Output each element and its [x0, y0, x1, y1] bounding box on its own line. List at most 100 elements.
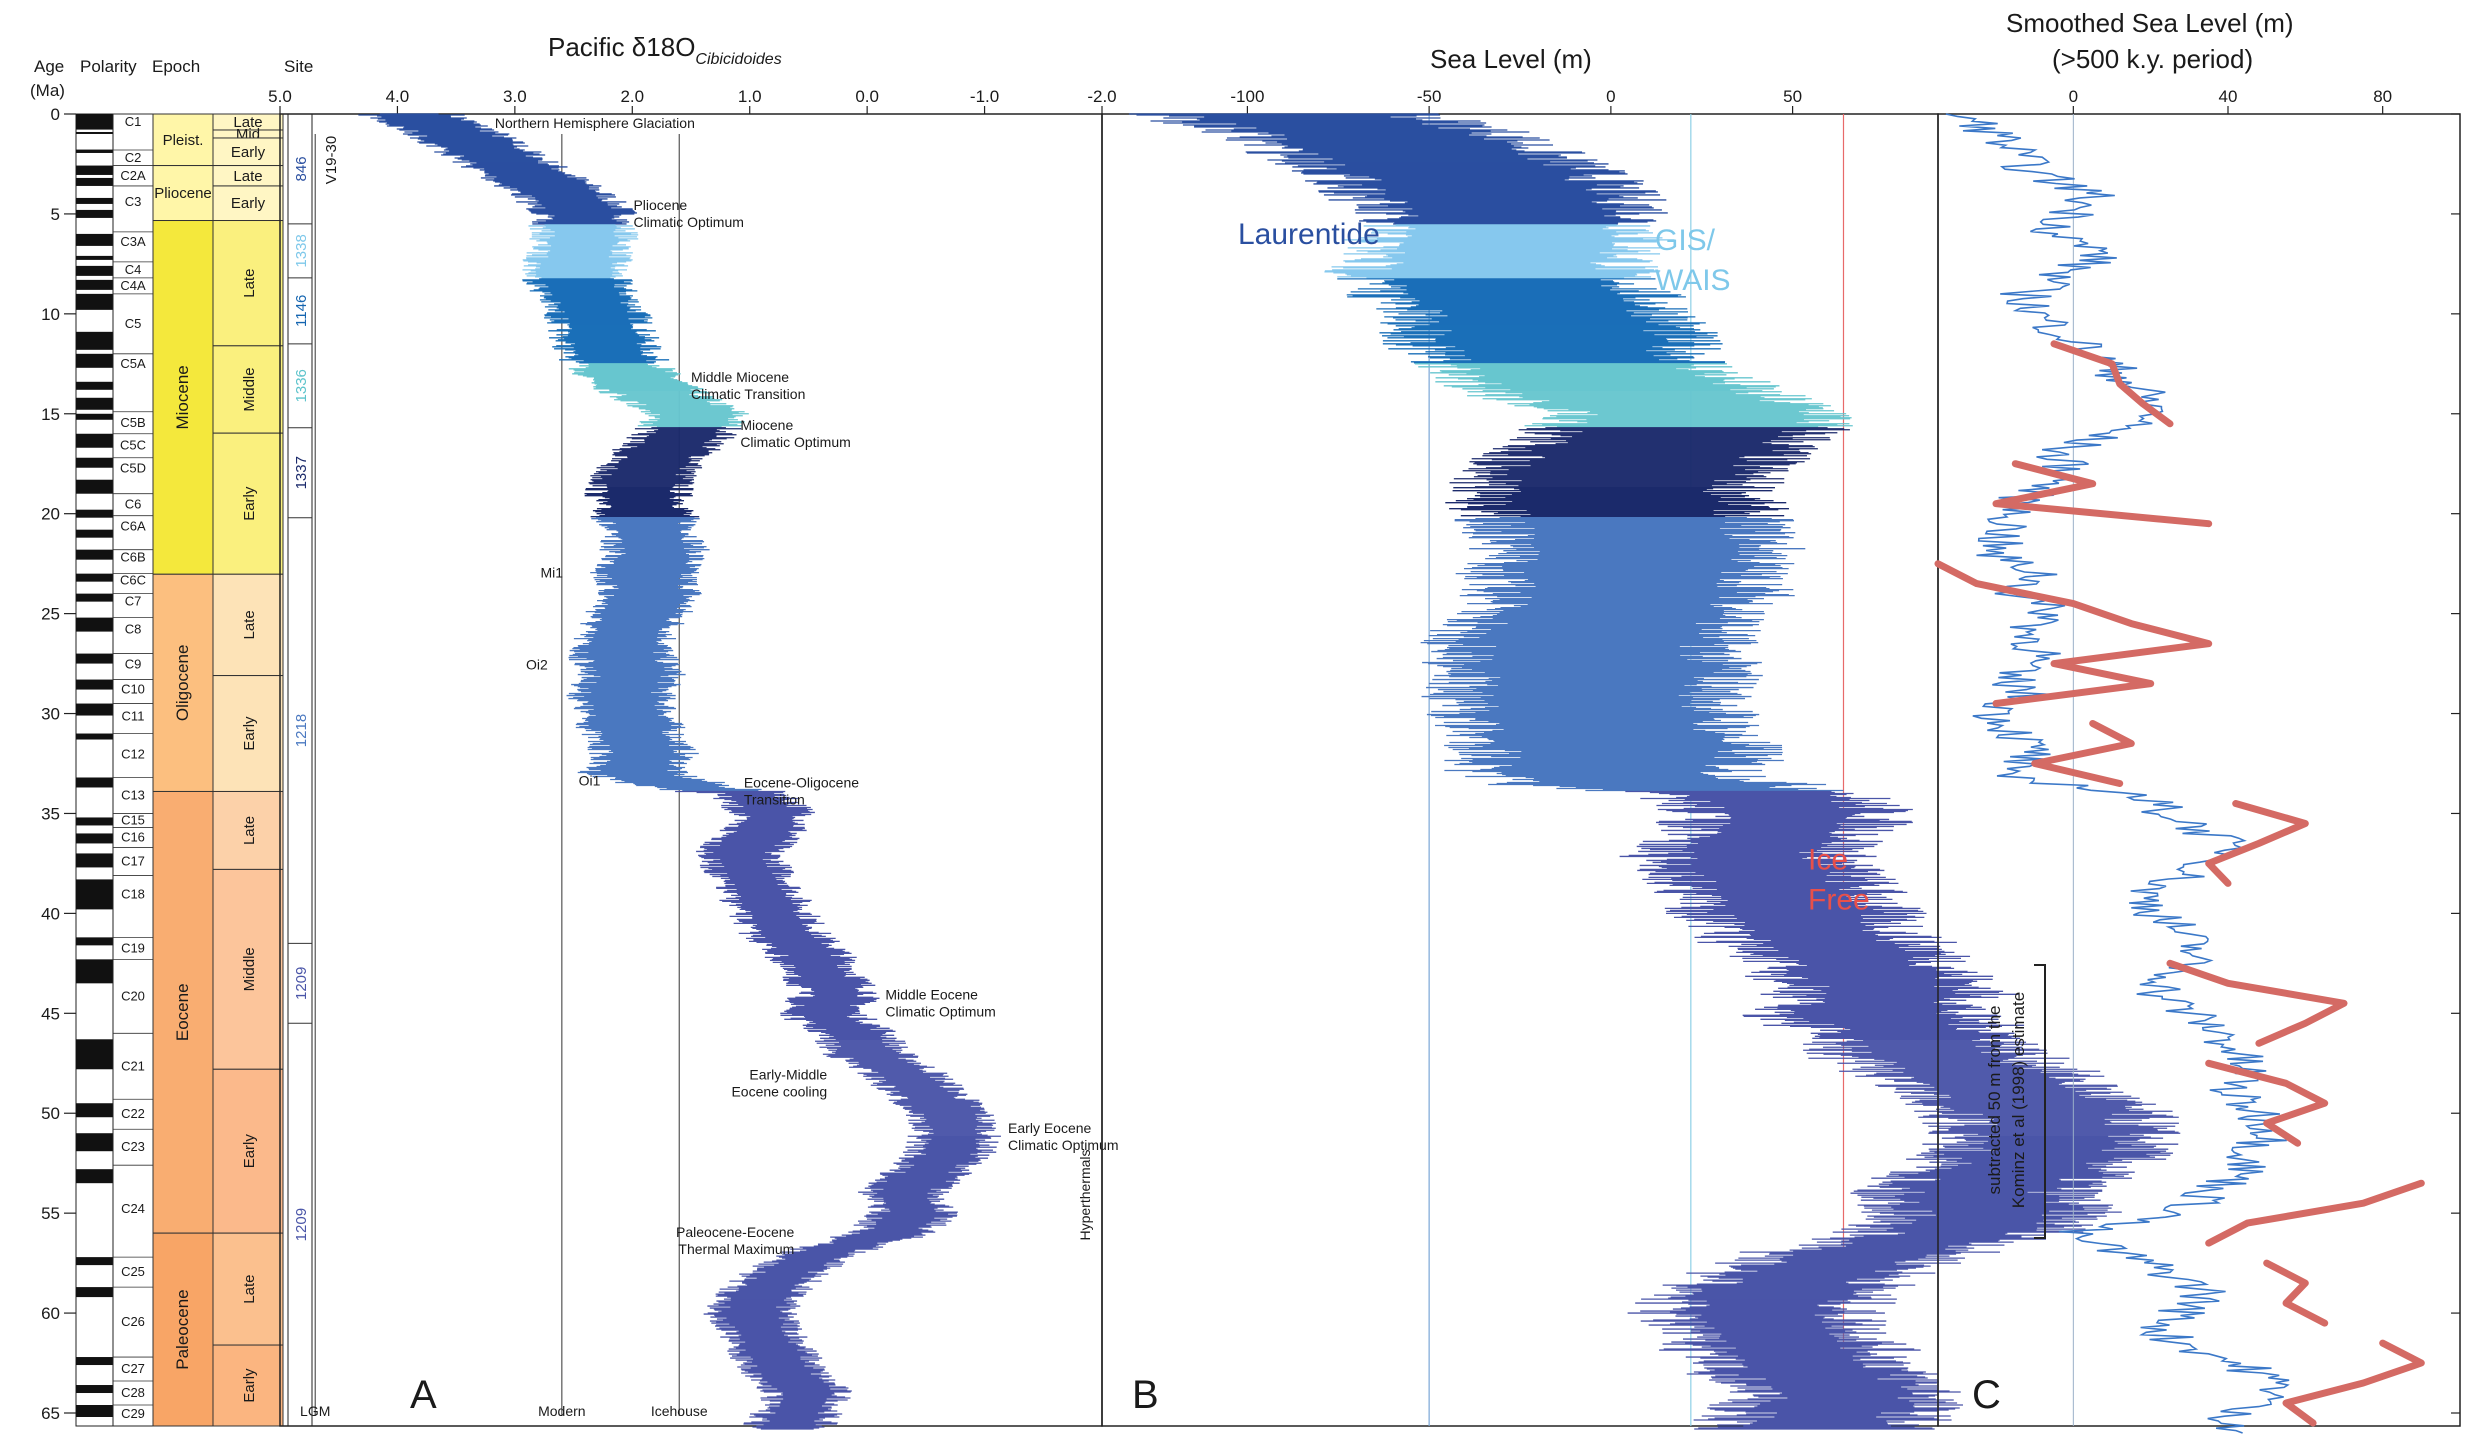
chron-label: C6A — [120, 519, 146, 534]
panel-c-kominz-segment-6 — [2205, 1059, 2329, 1147]
panel-a-reference-label: LGM — [300, 1403, 330, 1419]
panel-a-reference-label: Icehouse — [651, 1403, 708, 1419]
panel-c-kominz-segment-2 — [1934, 560, 2213, 707]
polarity-normal-band-21 — [76, 529, 113, 538]
panel-c-kominz-segment-9 — [2282, 1339, 2425, 1427]
epoch-label: Paleocene — [173, 1289, 192, 1369]
polarity-normal-band-19 — [76, 479, 113, 494]
chron-label: C23 — [121, 1139, 145, 1154]
age-tick-label: 10 — [41, 305, 60, 324]
panel-a-annotation-line2: Climatic Optimum — [1008, 1137, 1118, 1153]
panel-b-x-tick-label: 50 — [1783, 87, 1802, 106]
chron-label: C2 — [125, 150, 142, 165]
subepoch-band-8 — [212, 573, 284, 677]
panel-a-annotation: Northern Hemisphere Glaciation — [495, 115, 695, 131]
polarity-normal-band-33 — [76, 853, 113, 868]
panel-a-title-sub: Cibicidoides — [695, 51, 781, 68]
panel-b-label-line2: Free — [1808, 883, 1870, 916]
subepoch-band-14 — [212, 1344, 284, 1427]
chron-label: C3A — [120, 234, 146, 249]
polarity-normal-band-36 — [76, 959, 113, 984]
chron-label: C5D — [120, 461, 146, 476]
polarity-normal-band-29 — [76, 733, 113, 740]
polarity-column — [75, 113, 114, 1427]
polarity-normal-band-4 — [76, 177, 113, 186]
chron-label: C7 — [125, 594, 142, 609]
epoch-band-5 — [152, 1232, 214, 1427]
polarity-normal-band-44 — [76, 1385, 113, 1394]
panel-a-annotation-line2: Climatic Optimum — [633, 214, 743, 230]
polarity-normal-band-9 — [76, 265, 113, 276]
age-tick-label: 0 — [51, 105, 60, 124]
panel-c-frame — [1937, 113, 2461, 1427]
age-tick-label: 40 — [41, 904, 60, 923]
polarity-normal-band-34 — [76, 879, 113, 910]
subepoch-band-7 — [212, 432, 284, 575]
chron-label: C28 — [121, 1385, 145, 1400]
polarity-normal-band-42 — [76, 1287, 113, 1298]
panel-a-x-tick-label: 4.0 — [386, 87, 410, 106]
panel-c-kominz-segment-1 — [1992, 460, 2213, 528]
panel-a-annotation: Early-Middle — [749, 1066, 827, 1082]
subepoch-label: Late — [241, 1274, 258, 1303]
panel-a-annotation: Pliocene — [633, 197, 687, 213]
epoch-band-2 — [152, 220, 214, 575]
panel-c-kominz-segment-5 — [2166, 959, 2348, 1047]
chron-label: C11 — [122, 709, 145, 724]
chron-label: C19 — [121, 940, 145, 955]
chron-label: C9 — [125, 657, 142, 672]
polarity-normal-band-0 — [76, 114, 113, 130]
epoch-label: Pliocene — [154, 185, 212, 202]
subepoch-label: Early — [231, 144, 266, 161]
panel-a-x-tick-label: 2.0 — [620, 87, 644, 106]
polarity-normal-band-43 — [76, 1357, 113, 1366]
panel-a-title-main: Pacific δ18O — [548, 32, 695, 62]
panel-b-label: B — [1132, 1373, 1159, 1417]
polarity-normal-band-20 — [76, 509, 113, 518]
chron-label: C13 — [121, 787, 145, 802]
site-label: 1209 — [293, 1208, 310, 1241]
age-tick-label: 50 — [41, 1104, 60, 1123]
chron-label: C5 — [125, 316, 142, 331]
subepoch-label: Late — [241, 610, 258, 639]
polarity-normal-band-23 — [76, 573, 113, 582]
panel-a-annotation-line2: Climatic Optimum — [885, 1003, 995, 1019]
chron-label: C21 — [121, 1058, 145, 1073]
polarity-normal-band-14 — [76, 381, 113, 390]
chron-label: C24 — [121, 1201, 145, 1216]
chron-label: C10 — [121, 682, 145, 697]
site-column — [287, 113, 313, 1427]
age-tick-label: 60 — [41, 1304, 60, 1323]
panel-c-smoothed-sea-level: Smoothed Sea Level (m) (>500 k.y. period… — [1934, 8, 2461, 1434]
polarity-normal-band-38 — [76, 1103, 113, 1118]
panel-c-annotation: subtracted 50 m from the — [1985, 1006, 2004, 1195]
subepoch-band-9 — [212, 675, 284, 792]
panel-c-label: C — [1972, 1373, 2001, 1417]
polarity-normal-band-45 — [76, 1405, 113, 1417]
panel-c-kominz-segment-3 — [2031, 720, 2135, 787]
chron-label: C5A — [120, 356, 146, 371]
panel-b-sea-level: Sea Level (m) -100 -50 0 50 Laurentide GIS/WA… — [1101, 44, 2181, 1430]
strat-header-epoch: Epoch — [152, 57, 200, 76]
chron-label: C22 — [121, 1106, 145, 1121]
panel-c-x-tick-label: 80 — [2373, 87, 2392, 106]
polarity-normal-band-30 — [76, 777, 113, 788]
polarity-normal-band-22 — [76, 549, 113, 560]
polarity-normal-band-32 — [76, 833, 113, 844]
panel-b-label: GIS/ — [1655, 224, 1716, 257]
polarity-normal-band-11 — [76, 293, 113, 310]
panel-a-reference-label: Modern — [538, 1403, 585, 1419]
chron-label: C1 — [125, 114, 142, 129]
polarity-normal-band-16 — [76, 413, 113, 420]
site-label: 1336 — [293, 369, 310, 402]
panel-c-annotation-line2: Kominz et al (1998) estimate — [2009, 992, 2028, 1208]
subepoch-band-11 — [212, 868, 284, 1070]
chron-label: C6 — [125, 497, 142, 512]
panel-a-x-tick-label: 0.0 — [855, 87, 879, 106]
panel-a-x-tick-label: -1.0 — [970, 87, 999, 106]
polarity-normal-band-3 — [76, 165, 113, 175]
strat-header-age-unit: (Ma) — [30, 81, 65, 100]
panel-a-annotation: Early Eocene — [1008, 1120, 1091, 1136]
polarity-normal-band-2 — [76, 149, 113, 153]
